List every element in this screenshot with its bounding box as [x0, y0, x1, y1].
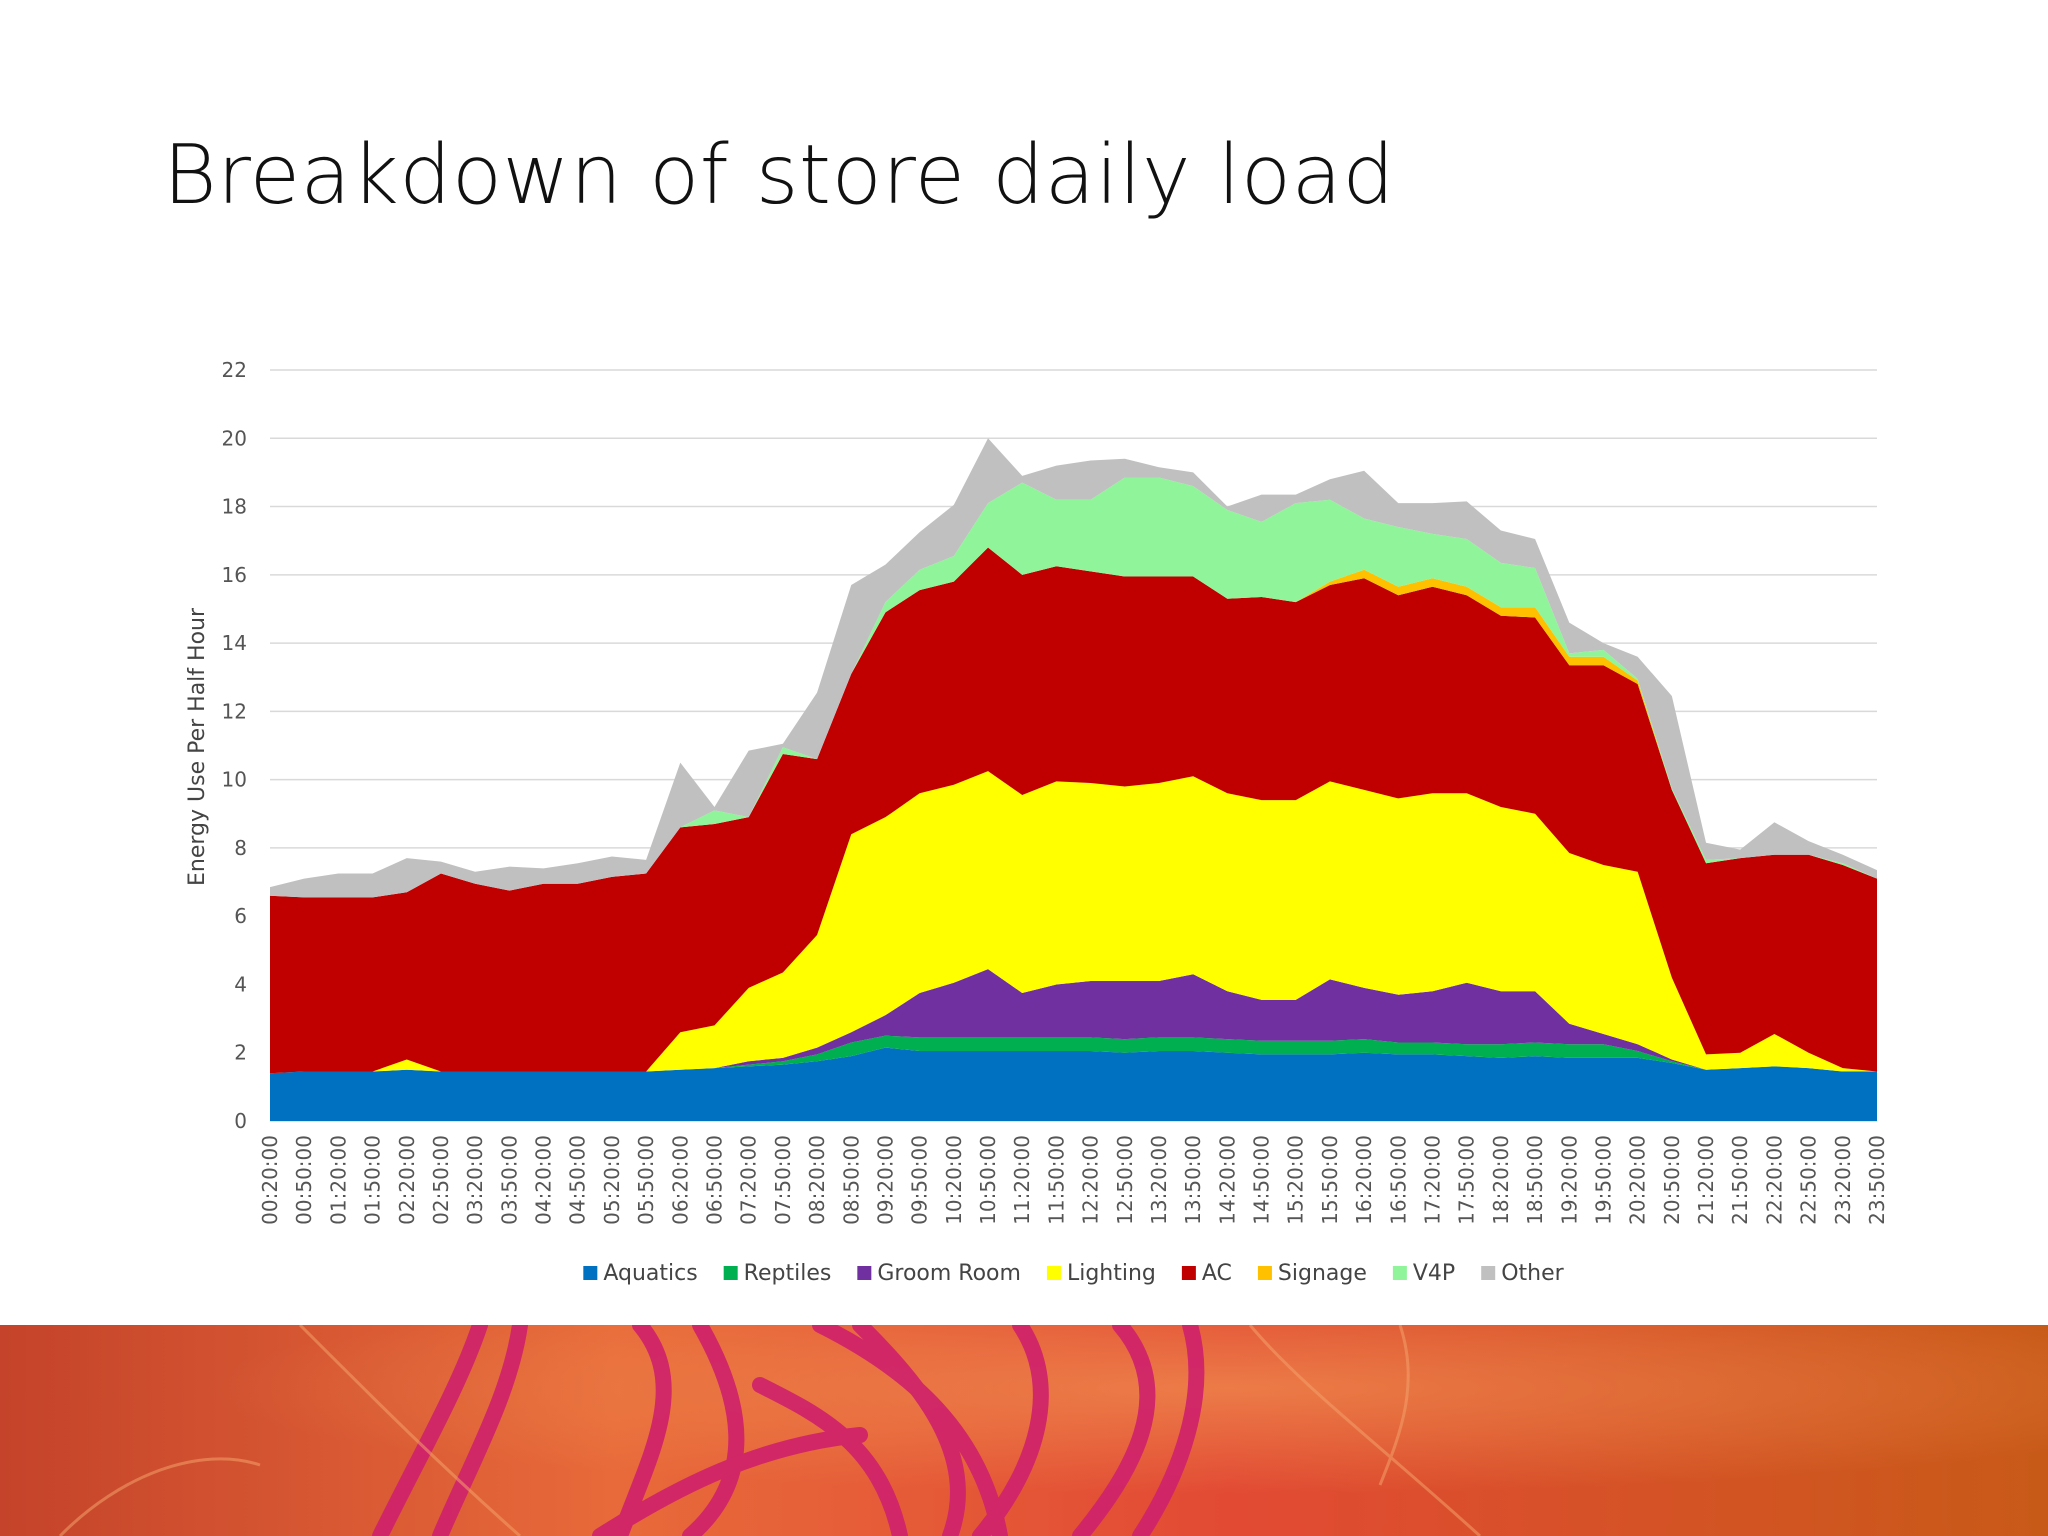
- legend-item-ac: AC: [1181, 1261, 1232, 1286]
- legend-swatch: [1046, 1266, 1061, 1280]
- y-tick-label: 12: [222, 699, 247, 723]
- area-lighting: [270, 771, 1877, 1074]
- legend-item-lighting: Lighting: [1046, 1261, 1156, 1286]
- x-tick-label: 03:20:00: [463, 1135, 487, 1225]
- legend-swatch: [583, 1266, 598, 1280]
- y-axis-ticks: 0 2 4 6 8 10 12 14 16 18 20 22: [222, 358, 247, 1133]
- x-tick-label: 03:50:00: [497, 1135, 521, 1225]
- area-ac: [270, 547, 1877, 1074]
- y-tick-label: 10: [222, 768, 247, 792]
- x-tick-label: 08:20:00: [805, 1135, 829, 1225]
- x-tick-label: 02:20:00: [395, 1135, 419, 1225]
- legend-label: Other: [1501, 1261, 1564, 1286]
- legend-item-v4p: V4P: [1392, 1261, 1455, 1286]
- legend-label: Signage: [1278, 1261, 1367, 1286]
- legend-swatch: [1392, 1266, 1407, 1280]
- series-areas: [270, 438, 1877, 1121]
- x-tick-label: 10:20:00: [942, 1135, 966, 1225]
- x-tick-label: 15:50:00: [1318, 1135, 1342, 1225]
- x-tick-label: 06:50:00: [702, 1135, 726, 1225]
- x-tick-label: 22:50:00: [1797, 1135, 1821, 1225]
- legend-swatch: [723, 1266, 738, 1280]
- y-tick-label: 20: [222, 426, 247, 450]
- x-tick-label: 05:50:00: [634, 1135, 658, 1225]
- legend-label: Groom Room: [877, 1261, 1021, 1286]
- legend-item-aquatics: Aquatics: [583, 1261, 698, 1286]
- x-tick-label: 16:50:00: [1386, 1135, 1410, 1225]
- x-tick-label: 06:20:00: [668, 1135, 692, 1225]
- legend: Aquatics Reptiles Groom Room Lighting AC Sign…: [583, 1261, 1565, 1286]
- x-tick-label: 09:50:00: [908, 1135, 932, 1225]
- x-tick-label: 21:50:00: [1728, 1135, 1752, 1225]
- x-tick-label: 20:50:00: [1660, 1135, 1684, 1225]
- x-tick-label: 11:50:00: [1044, 1135, 1068, 1225]
- x-tick-label: 10:50:00: [976, 1135, 1000, 1225]
- x-tick-label: 01:20:00: [326, 1135, 350, 1225]
- x-tick-label: 01:50:00: [361, 1135, 385, 1225]
- legend-item-signage: Signage: [1257, 1261, 1367, 1286]
- x-tick-label: 17:50:00: [1455, 1135, 1479, 1225]
- slide-title: Breakdown of store daily load: [163, 128, 1395, 223]
- x-tick-label: 11:20:00: [1010, 1135, 1034, 1225]
- legend-label: AC: [1202, 1261, 1232, 1286]
- x-tick-label: 23:50:00: [1865, 1135, 1889, 1225]
- x-tick-label: 18:20:00: [1489, 1135, 1513, 1225]
- x-tick-label: 05:20:00: [600, 1135, 624, 1225]
- legend-label: Aquatics: [603, 1261, 697, 1286]
- x-tick-label: 09:20:00: [873, 1135, 897, 1225]
- legend-swatch: [1481, 1266, 1496, 1280]
- x-tick-label: 19:20:00: [1557, 1135, 1581, 1225]
- x-tick-label: 21:20:00: [1694, 1135, 1718, 1225]
- y-tick-label: 22: [222, 358, 247, 382]
- x-tick-label: 12:20:00: [1079, 1135, 1103, 1225]
- x-tick-label: 13:20:00: [1147, 1135, 1171, 1225]
- x-tick-label: 23:20:00: [1831, 1135, 1855, 1225]
- legend-swatch: [857, 1266, 872, 1280]
- x-tick-label: 18:50:00: [1523, 1135, 1547, 1225]
- legend-swatch: [1181, 1266, 1196, 1280]
- y-tick-label: 18: [222, 495, 247, 519]
- x-tick-label: 12:50:00: [1113, 1135, 1137, 1225]
- x-axis-ticks: 00:20:00 00:50:00 01:20:00 01:50:00 02:20:00…: [258, 1135, 1889, 1225]
- x-tick-label: 02:50:00: [429, 1135, 453, 1225]
- y-tick-label: 14: [222, 631, 247, 655]
- x-tick-label: 15:20:00: [1284, 1135, 1308, 1225]
- legend-item-reptiles: Reptiles: [723, 1261, 832, 1286]
- y-axis-title: Energy Use Per Half Hour: [185, 607, 210, 886]
- x-tick-label: 13:50:00: [1181, 1135, 1205, 1225]
- legend-item-other: Other: [1481, 1261, 1565, 1286]
- area-other: [270, 438, 1877, 898]
- y-tick-label: 2: [234, 1041, 247, 1065]
- x-tick-label: 00:50:00: [292, 1135, 316, 1225]
- y-tick-label: 6: [234, 904, 247, 928]
- x-tick-label: 07:20:00: [737, 1135, 761, 1225]
- legend-swatch: [1257, 1266, 1272, 1280]
- y-tick-label: 0: [234, 1109, 247, 1133]
- x-tick-label: 04:20:00: [532, 1135, 556, 1225]
- x-tick-label: 04:50:00: [566, 1135, 590, 1225]
- x-tick-label: 20:20:00: [1626, 1135, 1650, 1225]
- y-tick-label: 16: [222, 563, 247, 587]
- legend-label: Lighting: [1067, 1261, 1156, 1286]
- area-groom-room: [270, 969, 1877, 1074]
- x-tick-label: 19:50:00: [1591, 1135, 1615, 1225]
- area-aquatics: [270, 1047, 1877, 1121]
- decorative-banner: [0, 1325, 2048, 1536]
- x-tick-label: 00:20:00: [258, 1135, 282, 1225]
- x-tick-label: 14:50:00: [1250, 1135, 1274, 1225]
- area-reptiles: [270, 1035, 1877, 1074]
- x-tick-label: 17:20:00: [1421, 1135, 1445, 1225]
- legend-label: Reptiles: [744, 1261, 832, 1286]
- x-tick-label: 14:20:00: [1215, 1135, 1239, 1225]
- y-tick-label: 4: [234, 972, 247, 996]
- x-tick-label: 07:50:00: [771, 1135, 795, 1225]
- x-tick-label: 08:50:00: [839, 1135, 863, 1225]
- y-tick-label: 8: [234, 836, 247, 860]
- x-tick-label: 22:20:00: [1762, 1135, 1786, 1225]
- area-v4p: [270, 477, 1877, 898]
- legend-label: V4P: [1413, 1261, 1455, 1286]
- x-tick-label: 16:20:00: [1352, 1135, 1376, 1225]
- legend-item-groom-room: Groom Room: [857, 1261, 1021, 1286]
